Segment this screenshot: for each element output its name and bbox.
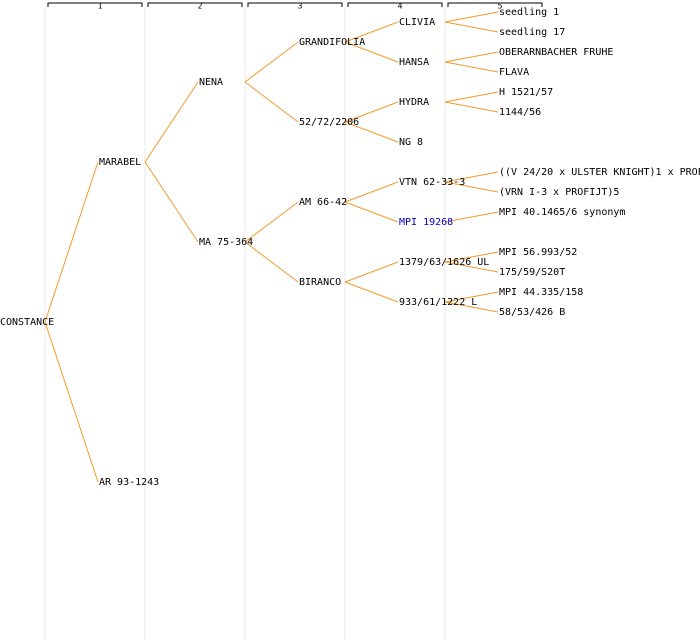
pedigree-edge xyxy=(444,301,499,313)
column-number: 4 xyxy=(398,2,403,11)
node-label: GRANDIFOLIA xyxy=(299,37,365,48)
node-label: FLAVA xyxy=(499,67,529,78)
column-bracket xyxy=(347,2,443,7)
column-number: 2 xyxy=(198,2,203,11)
node-label: NENA xyxy=(199,77,223,88)
node-label: CONSTANCE xyxy=(0,317,54,328)
pedigree-edge xyxy=(444,51,499,63)
pedigree-edge xyxy=(244,201,299,243)
node-label: VTN 62-33-3 xyxy=(399,177,465,188)
pedigree-edge xyxy=(44,161,99,323)
column-bracket xyxy=(147,2,243,7)
pedigree-edge xyxy=(344,21,399,43)
column-number: 3 xyxy=(298,2,303,11)
node-label: AM 66-42 xyxy=(299,197,347,208)
node-label: 1144/56 xyxy=(499,107,541,118)
pedigree-edge xyxy=(344,101,399,123)
node-label: OBERARNBACHER FRUHE xyxy=(499,47,613,58)
pedigree-edge xyxy=(344,41,399,63)
node-label: 52/72/2206 xyxy=(299,117,359,128)
node-label: NG 8 xyxy=(399,137,423,148)
node-label: H 1521/57 xyxy=(499,87,553,98)
node-label: BIRANCO xyxy=(299,277,341,288)
node-label: 933/61/1222 L xyxy=(399,297,477,308)
node-label: HANSA xyxy=(399,57,429,68)
node-label: 58/53/426 B xyxy=(499,307,565,318)
pedigree-edge xyxy=(444,11,499,23)
node-label: seedling 17 xyxy=(499,27,565,38)
column-bracket xyxy=(47,2,143,7)
pedigree-edge xyxy=(444,171,499,183)
pedigree-edge xyxy=(444,101,499,113)
node-label: CLIVIA xyxy=(399,17,435,28)
node-label: MARABEL xyxy=(99,157,141,168)
pedigree-edge xyxy=(344,181,399,203)
column-bracket xyxy=(247,2,343,7)
node-label: 1379/63/1626 UL xyxy=(399,257,489,268)
node-label: (VRN I-3 x PROFIJT)5 xyxy=(499,187,619,198)
pedigree-edge xyxy=(444,61,499,73)
pedigree-edge xyxy=(244,241,299,283)
pedigree-edge xyxy=(444,251,499,263)
node-label: ((V 24/20 x ULSTER KNIGHT)1 x PROF xyxy=(499,167,700,178)
pedigree-edge xyxy=(144,81,199,163)
node-label: seedling 1 xyxy=(499,7,559,18)
pedigree-edge xyxy=(444,91,499,103)
pedigree-edge xyxy=(344,121,399,143)
pedigree-edge xyxy=(344,281,399,303)
pedigree-edge xyxy=(244,81,299,123)
pedigree-edge xyxy=(444,211,499,223)
pedigree-edge xyxy=(444,261,499,273)
pedigree-edge xyxy=(444,291,499,303)
pedigree-edge xyxy=(44,321,99,483)
pedigree-edge xyxy=(444,21,499,33)
pedigree-edge xyxy=(244,41,299,83)
column-bracket xyxy=(447,2,543,7)
node-label: MPI 44.335/158 xyxy=(499,287,583,298)
node-label: MPI 40.1465/6 synonym xyxy=(499,207,625,218)
column-number: 5 xyxy=(498,2,503,11)
pedigree-edge xyxy=(444,181,499,193)
node-label: MA 75-364 xyxy=(199,237,253,248)
pedigree-edge xyxy=(344,261,399,283)
node-label: MPI 56.993/52 xyxy=(499,247,577,258)
node-link[interactable]: MPI 19268 xyxy=(399,217,453,228)
column-number: 1 xyxy=(98,2,103,11)
pedigree-edge xyxy=(344,201,399,223)
node-label: 175/59/S20T xyxy=(499,267,565,278)
node-label: AR 93-1243 xyxy=(99,477,159,488)
pedigree-edge xyxy=(144,161,199,243)
node-label: HYDRA xyxy=(399,97,429,108)
